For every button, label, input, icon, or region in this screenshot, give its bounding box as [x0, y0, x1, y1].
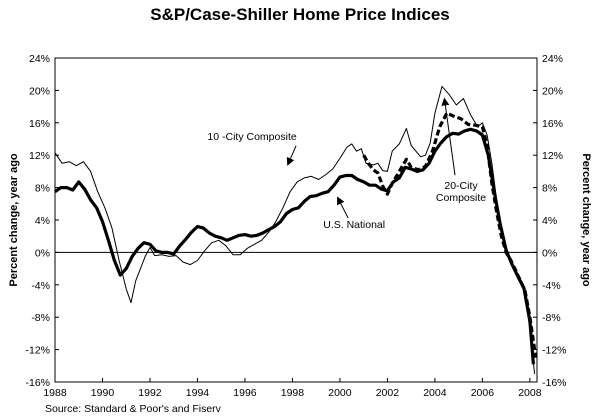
x-tick-label: 2006	[471, 387, 495, 399]
x-tick-label: 2000	[328, 387, 352, 399]
series-line-10-city-composite	[54, 85, 536, 374]
series-line-u-s-national	[54, 127, 535, 365]
annotation-label: 10 -City Composite	[207, 131, 296, 143]
y-tick-label-left: -4%	[31, 280, 50, 292]
y-tick-label-left: 20%	[29, 85, 50, 97]
x-tick-label: 1988	[43, 387, 67, 399]
annotation-label: U.S. National	[323, 219, 385, 231]
x-tick-label: 1998	[281, 387, 305, 399]
y-tick-label-right: -16%	[542, 377, 567, 389]
y-axis-label-left: Percent change, year ago	[8, 153, 20, 287]
y-axis-label-right: Percent change, year ago	[580, 153, 592, 287]
y-tick-label-right: 0%	[542, 247, 557, 259]
y-tick-label-right: -12%	[542, 345, 567, 357]
y-tick-label-left: -12%	[25, 345, 50, 357]
y-tick-label-left: 12%	[29, 150, 50, 162]
annotation-label: 20-City	[444, 180, 478, 192]
y-tick-label-left: 8%	[35, 183, 50, 195]
y-tick-label-right: 16%	[542, 118, 563, 130]
x-tick-label: 2004	[423, 387, 447, 399]
x-tick-label: 1992	[138, 387, 162, 399]
y-tick-label-left: -16%	[25, 377, 50, 389]
x-tick-label: 2008	[518, 387, 542, 399]
series-line-20-city-composite	[362, 111, 538, 358]
x-tick-label: 1990	[91, 387, 115, 399]
y-tick-label-right: 24%	[542, 53, 563, 65]
annotation-arrow	[286, 145, 297, 166]
chart-title: S&P/Case-Shiller Home Price Indices	[150, 5, 450, 24]
annotation-arrow	[337, 196, 349, 219]
x-tick-label: 1996	[233, 387, 257, 399]
y-tick-label-left: 24%	[29, 53, 50, 65]
x-tick-label: 1994	[186, 387, 210, 399]
y-tick-label-right: 12%	[542, 150, 563, 162]
annotation-label: Composite	[436, 192, 486, 204]
y-tick-label-right: 8%	[542, 183, 557, 195]
y-tick-label-right: 20%	[542, 85, 563, 97]
y-tick-label-right: -8%	[542, 312, 561, 324]
y-tick-label-left: 16%	[29, 118, 50, 130]
y-tick-label-right: -4%	[542, 280, 561, 292]
y-tick-label-left: -8%	[31, 312, 50, 324]
plot-frame	[54, 57, 538, 383]
annotation-arrow	[441, 97, 456, 176]
source-note: Source: Standard & Poor's and Fiserv	[45, 403, 221, 415]
y-tick-label-left: 0%	[35, 247, 50, 259]
x-tick-label: 2002	[376, 387, 400, 399]
y-tick-label-left: 4%	[35, 215, 50, 227]
y-tick-label-right: 4%	[542, 215, 557, 227]
